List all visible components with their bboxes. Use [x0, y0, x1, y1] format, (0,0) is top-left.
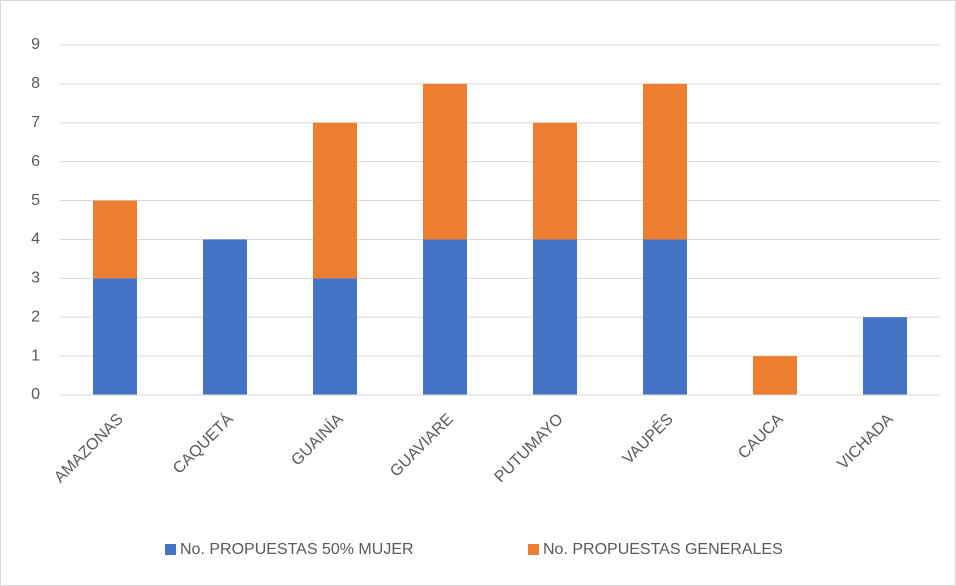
- bar-segment: [423, 83, 467, 240]
- y-tick-label: 0: [31, 386, 40, 403]
- legend-swatch: [528, 544, 539, 555]
- bar-segment: [313, 122, 357, 279]
- y-tick-label: 1: [31, 347, 40, 364]
- bar-segment: [533, 239, 577, 395]
- legend-label: No. PROPUESTAS 50% MUJER: [180, 541, 414, 558]
- y-tick-label: 5: [31, 192, 40, 209]
- bar-segment: [643, 239, 687, 395]
- bar-segment: [93, 200, 137, 279]
- bar-segment: [753, 356, 797, 395]
- y-tick-label: 8: [31, 75, 40, 92]
- bar-segment: [313, 278, 357, 395]
- y-tick-label: 4: [31, 231, 40, 248]
- y-tick-label: 6: [31, 153, 40, 170]
- y-tick-label: 3: [31, 270, 40, 287]
- bar-segment: [863, 317, 907, 395]
- bar-segment: [643, 83, 687, 240]
- legend-label: No. PROPUESTAS GENERALES: [543, 541, 783, 558]
- bar-segment: [533, 122, 577, 240]
- legend-swatch: [165, 544, 176, 555]
- bar-segment: [423, 239, 467, 395]
- bar-segment: [203, 239, 247, 395]
- y-tick-label: 2: [31, 308, 40, 325]
- y-tick-label: 9: [31, 36, 40, 53]
- y-tick-label: 7: [31, 114, 40, 131]
- bar-segment: [93, 278, 137, 395]
